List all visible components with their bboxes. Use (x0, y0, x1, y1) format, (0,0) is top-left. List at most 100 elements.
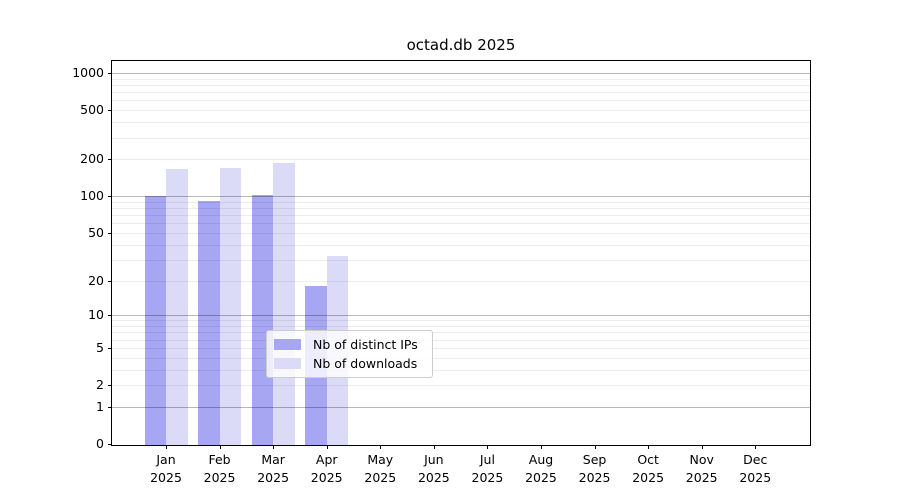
y-tick-mark (108, 196, 112, 198)
gridline (112, 406, 810, 408)
gridline (112, 320, 810, 322)
x-tick-label: Apr 2025 (285, 451, 369, 486)
x-tick-mark (326, 445, 328, 449)
y-tick-label: 10 (88, 307, 104, 323)
x-tick-mark (487, 445, 489, 449)
x-tick-label: Mar 2025 (231, 451, 315, 486)
bar-downloads (273, 163, 295, 445)
gridline (112, 347, 810, 349)
x-tick-label: May 2025 (338, 451, 422, 486)
gridline (112, 215, 810, 217)
y-tick-mark (108, 406, 112, 408)
x-tick-mark (648, 445, 650, 449)
y-tick-mark (108, 315, 112, 317)
x-tick-mark (540, 445, 542, 449)
legend-item: Nb of distinct IPs (274, 337, 424, 352)
y-tick-label: 0 (96, 436, 104, 451)
x-tick-mark (594, 445, 596, 449)
x-tick-year: 2025 (525, 469, 557, 485)
legend-swatch (274, 339, 301, 351)
y-tick-mark (108, 232, 112, 234)
bar-distinct-ips (251, 195, 274, 445)
gridline (112, 385, 810, 386)
x-tick-label: Jun 2025 (392, 451, 476, 486)
gridline (112, 208, 810, 210)
x-tick-year: 2025 (632, 469, 665, 485)
x-tick-label: Jan 2025 (124, 451, 208, 486)
x-tick-year: 2025 (203, 469, 236, 485)
chart-title: octad.db 2025 (406, 36, 516, 54)
legend-swatch (274, 357, 301, 369)
y-tick-label: 2 (96, 377, 104, 392)
gridline (112, 369, 810, 371)
gridline (112, 196, 810, 198)
y-tick-label: 5 (96, 339, 104, 355)
gridline (112, 159, 810, 161)
bar-distinct-ips (144, 196, 166, 445)
x-tick-mark (219, 445, 221, 449)
y-tick-label: 20 (88, 272, 104, 288)
y-tick-label: 200 (80, 151, 104, 167)
x-tick-label: Sep 2025 (553, 451, 637, 486)
y-tick-label: 1 (96, 398, 104, 414)
gridline (112, 78, 810, 80)
gridline (112, 92, 810, 94)
gridline (112, 326, 810, 327)
gridline (112, 137, 810, 139)
x-tick-year: 2025 (471, 469, 504, 485)
plot-area: 0 1 2 5 10 20 50 100 200 500 1000 Jan 2025 Feb 2025 Mar… (72, 61, 810, 485)
x-tick-label: Feb 2025 (178, 451, 262, 486)
gridline (112, 244, 810, 246)
y-tick-label: 50 (88, 224, 104, 240)
x-tick-year: 2025 (685, 469, 718, 485)
y-tick-mark (108, 280, 112, 282)
gridline (112, 73, 810, 74)
x-tick-year: 2025 (310, 469, 343, 485)
gridline (112, 223, 810, 225)
gridline (112, 280, 810, 282)
y-tick-mark (108, 347, 112, 349)
gridline (112, 122, 810, 124)
x-tick-mark (433, 445, 435, 449)
y-tick-mark (108, 385, 112, 386)
y-tick-mark (108, 110, 112, 112)
x-tick-mark (701, 445, 703, 449)
x-tick-mark (166, 445, 167, 449)
bar-downloads (166, 168, 188, 445)
y-tick-label: 1000 (72, 65, 104, 80)
gridline (112, 332, 810, 334)
gridline (112, 100, 810, 102)
x-tick-mark (380, 445, 382, 449)
legend-label: Nb of downloads (313, 355, 418, 371)
bar-distinct-ips (198, 200, 220, 445)
x-tick-year: 2025 (578, 469, 611, 485)
gridline (112, 110, 810, 112)
x-tick-year: 2025 (257, 469, 290, 485)
x-tick-year: 2025 (417, 469, 450, 485)
bar-downloads (219, 167, 242, 445)
legend-label: Nb of distinct IPs (313, 337, 418, 353)
x-tick-label: Oct 2025 (606, 451, 690, 486)
gridline (112, 201, 810, 203)
y-tick-mark (108, 73, 112, 74)
x-tick-label: Aug 2025 (499, 451, 583, 486)
x-tick-year: 2025 (739, 469, 772, 485)
gridline (112, 339, 810, 341)
y-tick-mark (108, 159, 112, 161)
legend-item: Nb of downloads (274, 356, 424, 371)
x-tick-year: 2025 (364, 469, 397, 485)
gridline (112, 259, 810, 261)
x-tick-mark (755, 445, 757, 449)
y-tick-label: 100 (80, 188, 104, 204)
y-tick-mark (108, 444, 112, 445)
x-tick-label: Jul 2025 (445, 451, 529, 486)
gridline (112, 232, 810, 234)
x-tick-label: Dec 2025 (713, 451, 797, 486)
x-tick-label: Nov 2025 (660, 451, 744, 486)
x-tick-mark (273, 445, 275, 449)
y-tick-label: 500 (80, 102, 104, 118)
gridline (112, 84, 810, 86)
x-tick-year: 2025 (150, 469, 182, 485)
gridline (112, 315, 810, 317)
